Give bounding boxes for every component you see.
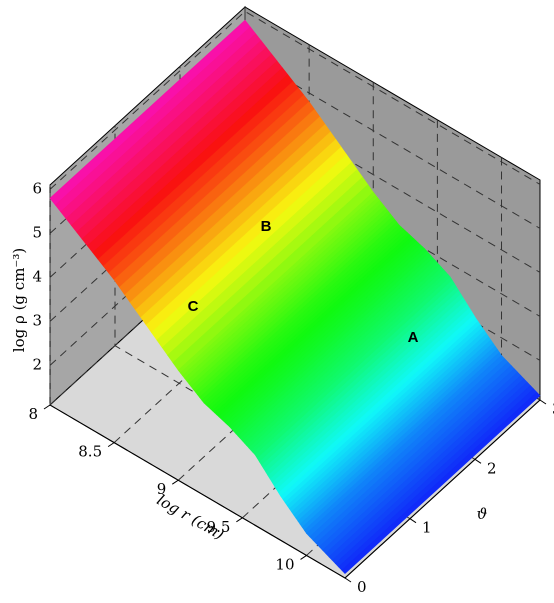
x-tick bbox=[43, 404, 51, 410]
y-axis-label: ϑ bbox=[477, 505, 488, 523]
y-tick bbox=[539, 399, 547, 405]
x-tick bbox=[236, 517, 243, 523]
y-tick bbox=[474, 458, 482, 464]
surface-strip bbox=[341, 391, 541, 575]
x-tick-label: 9.5 bbox=[207, 518, 231, 536]
z-axis-label: log ρ (g cm⁻³) bbox=[10, 248, 28, 352]
y-tick-label: 3 bbox=[552, 400, 554, 418]
z-tick-label: 5 bbox=[32, 223, 42, 241]
annotation: C bbox=[188, 298, 199, 315]
y-tick-label: 1 bbox=[422, 519, 432, 537]
annotation: A bbox=[408, 329, 419, 346]
x-tick bbox=[171, 479, 179, 485]
x-tick-label: 8 bbox=[28, 405, 38, 423]
z-tick-label: 2 bbox=[32, 355, 42, 373]
annotation: B bbox=[261, 218, 272, 235]
y-tick-label: 2 bbox=[487, 459, 497, 477]
grid-line bbox=[49, 10, 541, 190]
y-tick bbox=[344, 577, 352, 583]
y-tick-label: 0 bbox=[357, 578, 367, 596]
x-tick-label: 9 bbox=[157, 480, 167, 498]
x-tick-label: 8.5 bbox=[78, 443, 102, 461]
x-tick bbox=[300, 555, 307, 560]
y-tick bbox=[409, 518, 417, 524]
z-tick-label: 6 bbox=[32, 179, 42, 197]
x-tick-label: 10 bbox=[275, 555, 294, 573]
x-tick bbox=[107, 442, 115, 448]
z-tick-label: 4 bbox=[32, 267, 42, 285]
z-tick-label: 3 bbox=[32, 311, 42, 329]
box-edge bbox=[49, 399, 541, 579]
